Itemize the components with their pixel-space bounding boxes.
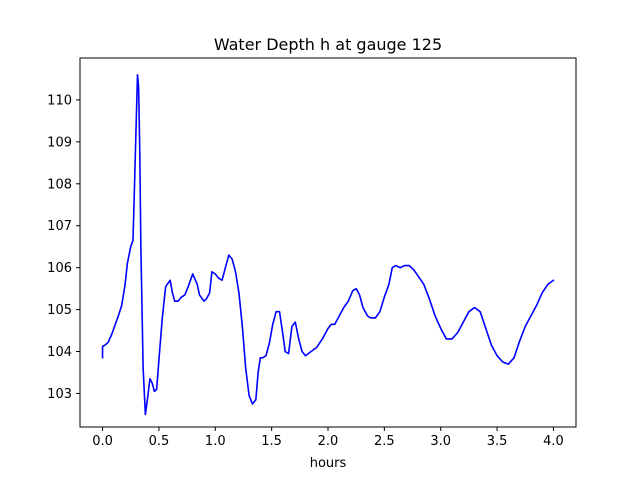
series-line-0 (101, 73, 555, 416)
y-tick-label: 106 (47, 261, 72, 276)
x-tick-label: 2.0 (318, 434, 339, 449)
x-tick-label: 2.5 (374, 434, 395, 449)
y-tick-label: 103 (47, 387, 72, 402)
chart-title: Water Depth h at gauge 125 (214, 35, 442, 54)
x-tick-label: 0.5 (149, 434, 170, 449)
x-tick-label: 4.0 (543, 434, 564, 449)
x-tick-label: 1.5 (261, 434, 282, 449)
y-tick-label: 105 (47, 303, 72, 318)
y-tick-label: 109 (47, 135, 72, 150)
y-tick-label: 108 (47, 177, 72, 192)
x-tick-label: 3.5 (487, 434, 508, 449)
y-tick-label: 107 (47, 219, 72, 234)
y-tick-label: 110 (47, 93, 72, 108)
x-axis: 0.0 0.5 1.0 1.5 2.0 2.5 3.0 3.5 4.0 (92, 427, 564, 449)
x-tick-label: 3.0 (430, 434, 451, 449)
plot-area (101, 73, 555, 416)
y-tick-label: 104 (47, 345, 72, 360)
y-axis: 103 104 105 106 107 108 109 110 (47, 93, 80, 402)
x-axis-label: hours (310, 456, 347, 471)
x-tick-label: 0.0 (92, 434, 113, 449)
x-tick-label: 1.0 (205, 434, 226, 449)
